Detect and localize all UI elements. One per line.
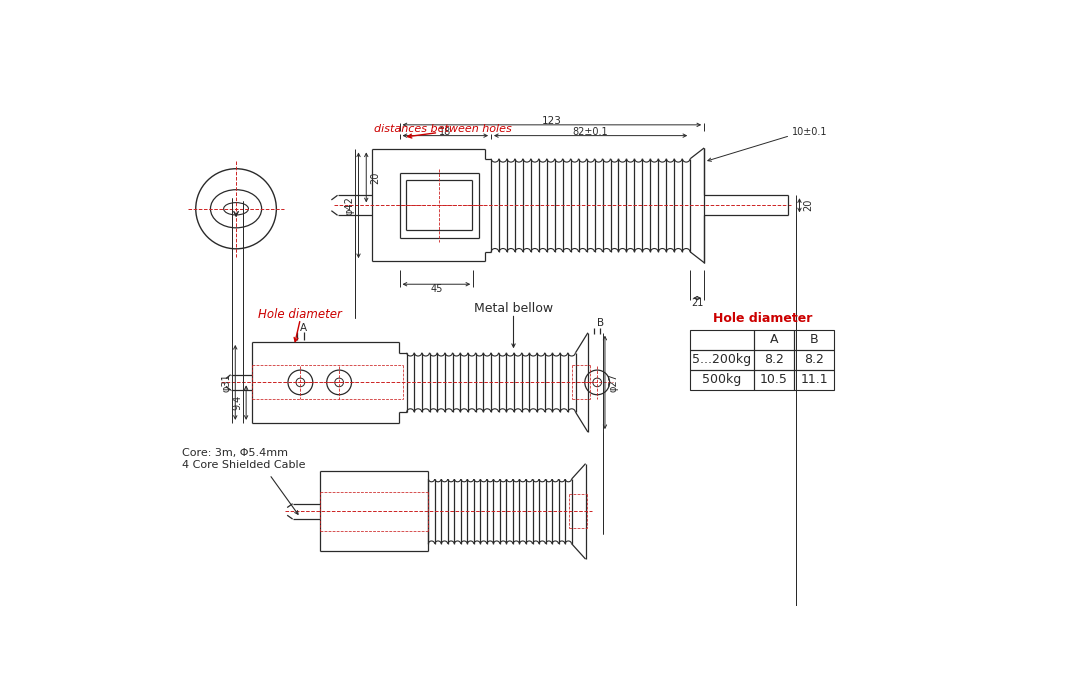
Bar [690,330,753,349]
Bar [690,370,753,390]
Text: φ31: φ31 [221,373,231,392]
Text: 9.4: 9.4 [232,395,242,410]
Text: 21: 21 [691,298,703,308]
Bar [753,370,794,390]
Text: 10±0.1: 10±0.1 [792,127,827,137]
Bar [690,349,753,370]
Text: 500kg: 500kg [702,373,742,386]
Text: distances between holes: distances between holes [374,125,511,134]
Text: 45: 45 [430,284,443,294]
Text: B: B [597,318,603,328]
Bar [794,370,835,390]
Text: 82±0.1: 82±0.1 [572,127,609,137]
Bar [753,349,794,370]
Text: 20: 20 [804,199,813,212]
Text: 123: 123 [541,116,562,126]
Bar [794,330,835,349]
Bar [794,349,835,370]
Bar [753,330,794,349]
Text: B: B [810,333,819,346]
Text: A: A [769,333,778,346]
Text: 20: 20 [370,171,380,184]
Text: A: A [300,323,307,333]
Text: Hole diameter: Hole diameter [258,308,341,321]
Text: 10.5: 10.5 [760,373,788,386]
Text: 5...200kg: 5...200kg [692,353,751,366]
Text: Hole diameter: Hole diameter [713,313,812,326]
Text: 8.2: 8.2 [764,353,784,366]
Text: Core: 3m, Φ5.4mm
4 Core Shielded Cable: Core: 3m, Φ5.4mm 4 Core Shielded Cable [182,448,305,470]
Text: φ42: φ42 [345,196,354,215]
Text: Metal bellow: Metal bellow [474,302,553,315]
Text: 18: 18 [439,127,452,137]
Text: 11.1: 11.1 [800,373,828,386]
Text: 8.2: 8.2 [805,353,824,366]
Text: φ27: φ27 [609,373,618,392]
